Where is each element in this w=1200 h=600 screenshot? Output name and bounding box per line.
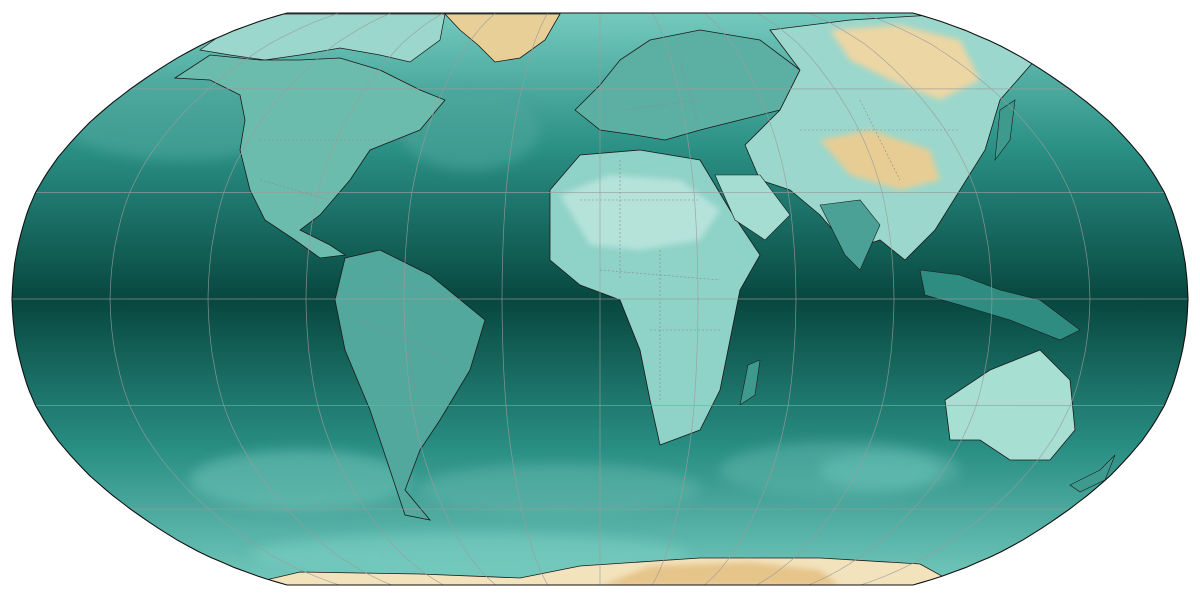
madagascar (739, 359, 761, 406)
map-outline (11, 12, 1189, 586)
north-america (173, 54, 446, 259)
moisture-swirls (60, 80, 960, 577)
arabia (714, 174, 791, 241)
india (819, 199, 881, 271)
australia (944, 349, 1076, 461)
siberia-dry (830, 25, 980, 100)
antarctica-interior (600, 562, 840, 585)
tibet-desert (820, 130, 940, 190)
greenland (444, 13, 561, 63)
new-zealand (1069, 454, 1116, 493)
southeast-asia-islands (919, 269, 1081, 341)
graticule (12, 13, 1188, 585)
south-america (334, 249, 486, 521)
canadian-arctic (199, 13, 446, 63)
japan (994, 99, 1016, 162)
